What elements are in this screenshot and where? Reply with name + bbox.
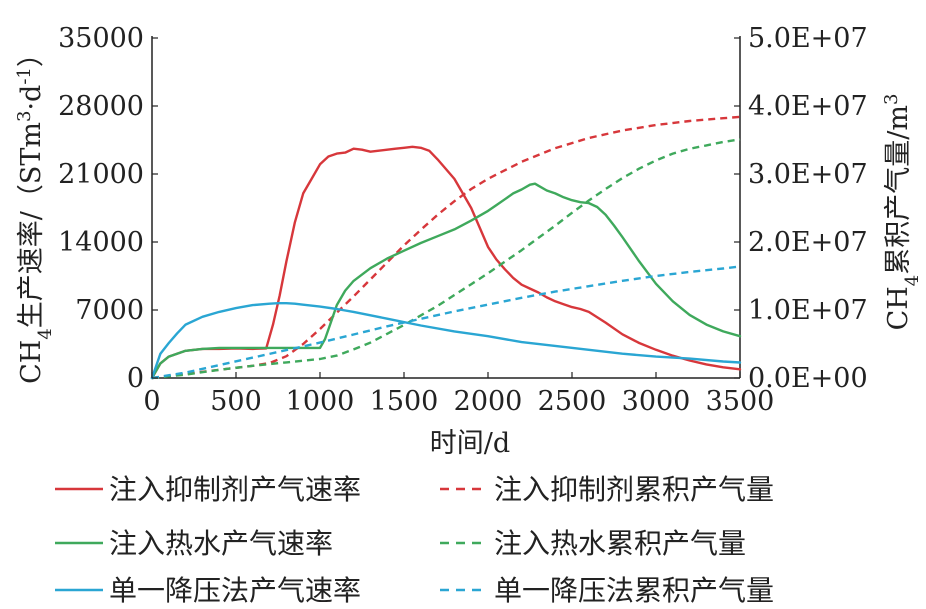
y-tick-label: 21000 — [58, 159, 144, 190]
y2-tick-label: 5.0E+07 — [748, 23, 868, 54]
series-line-1 — [150, 145, 742, 380]
y2-tick-label: 0.0E+00 — [748, 363, 868, 394]
chart-series — [150, 115, 742, 380]
y-tick-label: 28000 — [58, 91, 144, 122]
legend-label: 单一降压法产气速率 — [109, 574, 361, 607]
legend-label: 注入热水产气速率 — [109, 527, 333, 560]
legend-label: 注入抑制剂累积产气量 — [494, 473, 774, 506]
chart-axes — [151, 36, 741, 379]
x-tick-label: 3500 — [706, 386, 775, 417]
x-tick-label: 0 — [143, 386, 160, 417]
y2-tick-label: 2.0E+07 — [748, 227, 868, 258]
x-tick-label: 3000 — [622, 386, 691, 417]
x-tick-label: 2000 — [454, 386, 523, 417]
y-tick-label: 14000 — [58, 227, 144, 258]
y-tick-label: 35000 — [58, 23, 144, 54]
legend-label: 单一降压法累积产气量 — [494, 574, 774, 607]
chart-ticks: 0 500 1000 1500 2000 2500 3000 3500070001400021… — [58, 23, 868, 417]
x-tick-label: 1000 — [286, 386, 355, 417]
legend-label: 注入热水累积产气量 — [494, 527, 746, 560]
y-axis-title: CH4生产速率/（STm3·d-1） — [14, 40, 56, 384]
series-line-6 — [151, 265, 741, 380]
y-tick-label: 7000 — [75, 295, 144, 326]
series-line-2 — [151, 115, 741, 380]
series-line-5 — [150, 302, 742, 380]
series-line-4 — [151, 138, 741, 380]
x-tick-label: 1500 — [370, 386, 439, 417]
legend-label: 注入抑制剂产气速率 — [109, 473, 361, 506]
x-axis-title: 时间/d — [430, 428, 510, 459]
y2-tick-label: 1.0E+07 — [748, 295, 868, 326]
x-tick-label: 500 — [210, 386, 262, 417]
y2-tick-label: 3.0E+07 — [748, 159, 868, 190]
y-tick-label: 0 — [127, 363, 144, 394]
y2-axis-title: CH4累积产气量/m3 — [881, 94, 923, 331]
y2-tick-label: 4.0E+07 — [748, 91, 868, 122]
x-tick-label: 2500 — [538, 386, 607, 417]
series-line-3 — [150, 182, 742, 380]
